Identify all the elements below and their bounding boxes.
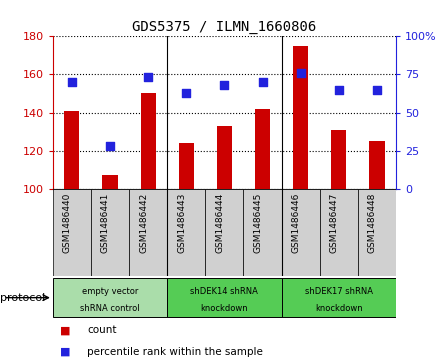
Text: GSM1486443: GSM1486443 [177, 193, 186, 253]
Point [259, 79, 266, 85]
Bar [331, 130, 346, 189]
Point [183, 90, 190, 95]
Text: GSM1486441: GSM1486441 [101, 193, 110, 253]
Point [335, 87, 342, 93]
Text: GSM1486447: GSM1486447 [330, 193, 339, 253]
Text: shDEK17 shRNA: shDEK17 shRNA [305, 287, 373, 295]
Title: GDS5375 / ILMN_1660806: GDS5375 / ILMN_1660806 [132, 20, 316, 34]
Text: knockdown: knockdown [201, 304, 248, 313]
Text: protocol: protocol [0, 293, 45, 303]
Text: ■: ■ [60, 325, 70, 335]
Text: ■: ■ [60, 347, 70, 357]
Text: GSM1486446: GSM1486446 [292, 193, 301, 253]
Text: percentile rank within the sample: percentile rank within the sample [87, 347, 263, 357]
Bar [179, 143, 194, 189]
Bar [217, 126, 232, 189]
Point [145, 74, 152, 80]
Text: GSM1486440: GSM1486440 [63, 193, 72, 253]
Text: shDEK14 shRNA: shDEK14 shRNA [191, 287, 258, 295]
Bar [167, 189, 205, 276]
Point [221, 82, 228, 88]
Bar [205, 189, 243, 276]
Bar [358, 189, 396, 276]
Point [374, 87, 381, 93]
Bar [64, 111, 80, 189]
Bar [293, 46, 308, 189]
Text: empty vector: empty vector [82, 287, 138, 295]
Point [106, 143, 114, 149]
Bar [91, 189, 129, 276]
Bar [282, 278, 396, 317]
Text: GSM1486442: GSM1486442 [139, 193, 148, 253]
Bar [53, 278, 167, 317]
Text: count: count [87, 325, 117, 335]
Bar [369, 141, 385, 189]
Bar [243, 189, 282, 276]
Text: GSM1486445: GSM1486445 [253, 193, 263, 253]
Text: GSM1486448: GSM1486448 [368, 193, 377, 253]
Bar [129, 189, 167, 276]
Bar [320, 189, 358, 276]
Bar [53, 189, 91, 276]
Point [68, 79, 75, 85]
Point [297, 70, 304, 76]
Text: knockdown: knockdown [315, 304, 363, 313]
Text: shRNA control: shRNA control [80, 304, 140, 313]
Bar [167, 278, 282, 317]
Bar [255, 109, 270, 189]
Bar [103, 175, 117, 189]
Bar [140, 94, 156, 189]
Bar [282, 189, 320, 276]
Text: GSM1486444: GSM1486444 [216, 193, 224, 253]
